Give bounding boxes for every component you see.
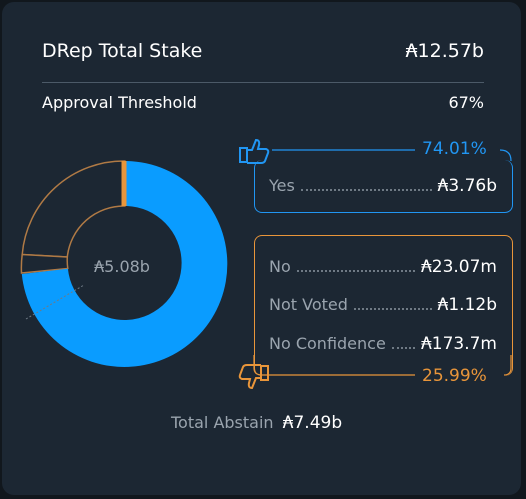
no-label: No (269, 257, 291, 276)
threshold-value: 67% (448, 93, 484, 112)
leader-dots (296, 270, 415, 272)
not-voted-value: ₳1.12b (437, 295, 497, 315)
drep-stake-card (2, 2, 521, 495)
total-abstain: Total Abstain ₳7.49b (171, 413, 342, 433)
yes-percent: 74.01% (422, 139, 487, 159)
threshold-label: Approval Threshold (42, 93, 197, 112)
not-voted-row: Not Voted ₳1.12b (269, 295, 497, 315)
approval-threshold-row: Approval Threshold 67% (42, 93, 484, 112)
donut-slice-no[interactable] (121, 161, 127, 206)
yes-box (254, 160, 513, 213)
yes-value: ₳3.76b (437, 176, 497, 196)
not-voted-label: Not Voted (269, 295, 348, 314)
abstain-value: ₳7.49b (282, 413, 343, 433)
donut-group (20, 160, 228, 367)
no-value: ₳23.07m (420, 257, 497, 277)
donut-center-label: ₳5.08b (94, 257, 150, 276)
donut-slice-not-voted[interactable] (21, 160, 126, 258)
yes-row: Yes ₳3.76b (269, 176, 497, 196)
no-confidence-value: ₳173.7m (420, 334, 497, 354)
no-row: No ₳23.07m (269, 257, 497, 277)
no-confidence-row: No Confidence ₳173.7m (269, 334, 497, 354)
abstain-label: Total Abstain (171, 413, 274, 432)
donut-slice-yes[interactable] (21, 161, 228, 367)
donut-leader-line (25, 284, 85, 320)
leader-dots (353, 308, 432, 310)
no-confidence-label: No Confidence (269, 334, 386, 353)
divider (42, 82, 484, 83)
no-box (254, 235, 513, 376)
total-stake-value: ₳12.57b (405, 40, 484, 62)
leader-dots (391, 347, 415, 349)
total-stake-row: DRep Total Stake ₳12.57b (42, 40, 484, 62)
leader-dots (300, 189, 432, 191)
yes-label: Yes (269, 176, 295, 195)
no-percent: 25.99% (422, 366, 487, 386)
card-title: DRep Total Stake (42, 40, 203, 62)
thumbs-up-icon (239, 138, 270, 164)
thumbs-down-icon (238, 364, 269, 390)
donut-slice-no-confidence[interactable] (20, 253, 69, 274)
